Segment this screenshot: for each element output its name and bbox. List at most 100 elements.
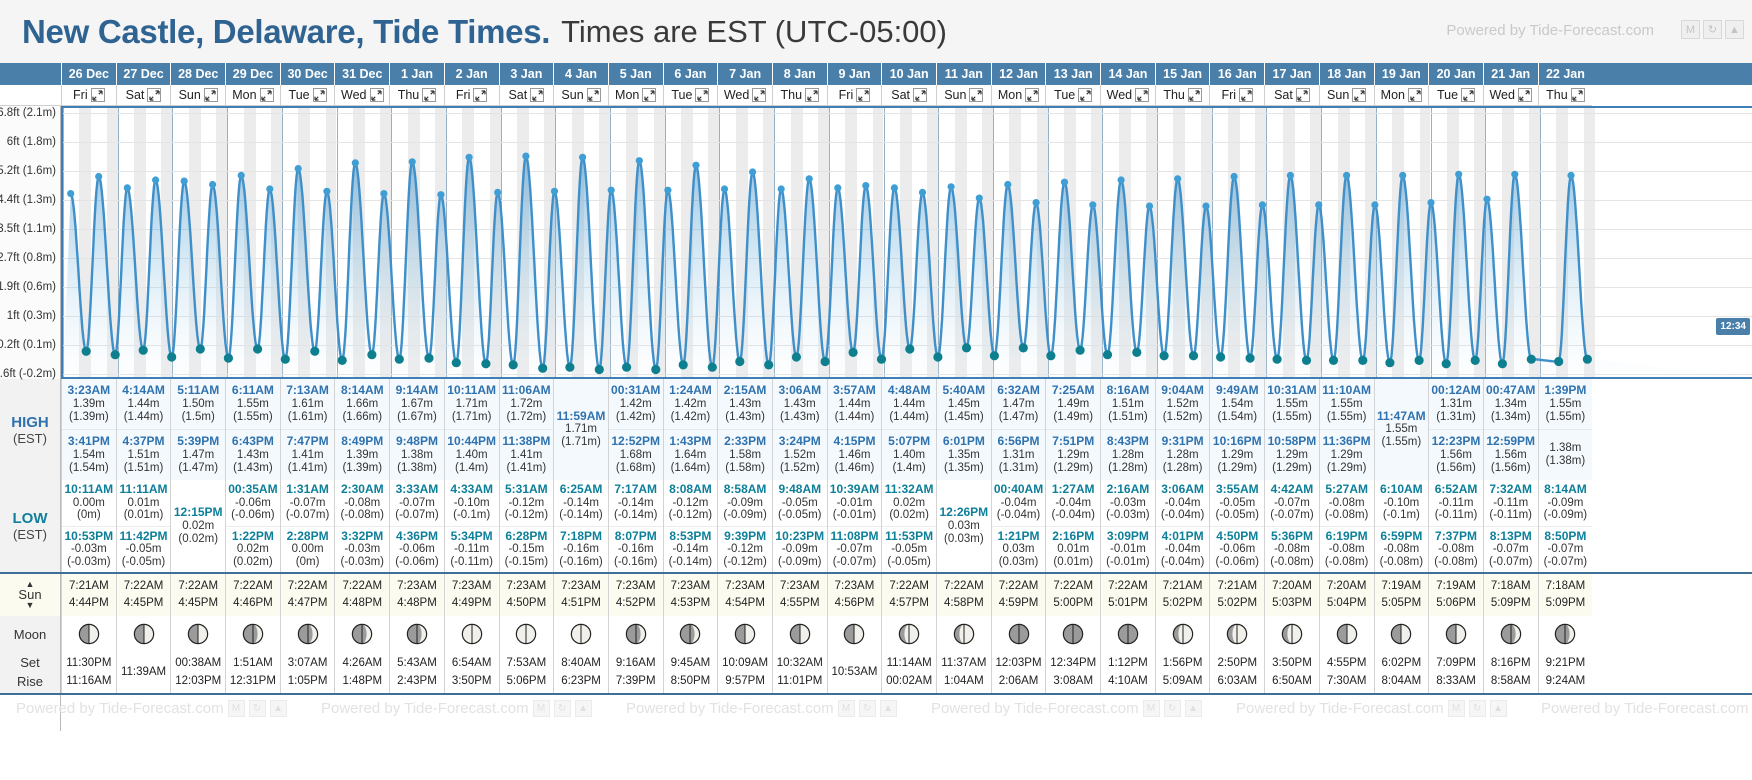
low-tide-cell[interactable]: 5:27AM -0.08m (-0.08m) 6:19PM -0.08m (-0.08m) <box>1318 480 1374 572</box>
high-tide-marker[interactable] <box>1455 170 1463 178</box>
high-tide-marker[interactable] <box>720 185 729 193</box>
weekday-header-cell[interactable]: Mon <box>607 85 663 106</box>
high-tide-marker[interactable] <box>95 172 103 181</box>
low-tide-marker[interactable] <box>138 345 148 355</box>
high-tide-cell[interactable]: 7:25AM 1.49m (1.49m) 7:51PM 1.29m (1.29m) <box>1045 379 1101 480</box>
low-tide-marker[interactable] <box>1245 353 1255 363</box>
expand-icon[interactable] <box>695 88 710 102</box>
high-tide-marker[interactable] <box>1286 171 1294 179</box>
low-tide-marker[interactable] <box>1441 359 1451 369</box>
low-tide-cell[interactable]: 11:32AM 0.02m (0.02m) 11:53PM -0.05m (-0.05m) <box>881 480 936 572</box>
low-tide-marker[interactable] <box>707 362 717 372</box>
moon-phase-cell[interactable] <box>1045 616 1101 652</box>
low-tide-marker[interactable] <box>876 354 887 364</box>
high-tide-marker[interactable] <box>67 190 75 198</box>
share-icon[interactable]: ▲ <box>1725 20 1744 39</box>
high-tide-cell[interactable]: 7:13AM 1.61m (1.61m) 7:47PM 1.41m (1.41m) <box>279 379 335 480</box>
high-tide-marker[interactable] <box>1258 201 1266 209</box>
expand-icon[interactable] <box>422 88 437 102</box>
high-tide-marker[interactable] <box>294 165 302 173</box>
moon-phase-cell[interactable] <box>1373 616 1429 652</box>
weekday-header-cell[interactable]: Tue <box>279 85 335 106</box>
high-tide-marker[interactable] <box>494 188 502 196</box>
date-header-cell[interactable]: 8 Jan <box>771 63 827 85</box>
weekday-header-cell[interactable]: Sun <box>170 85 226 106</box>
date-header-cell[interactable]: 31 Dec <box>334 63 389 85</box>
low-tide-marker[interactable] <box>1582 354 1592 364</box>
low-tide-marker[interactable] <box>195 344 205 354</box>
weekday-header-cell[interactable]: Thu <box>771 85 827 106</box>
moon-phase-cell[interactable] <box>389 616 444 652</box>
high-tide-marker[interactable] <box>749 168 757 176</box>
low-tide-cell[interactable]: 8:58AM -0.09m (-0.09m) 9:39PM -0.12m (-0.12m) <box>717 480 772 572</box>
date-header-cell[interactable]: 13 Jan <box>1045 63 1100 85</box>
high-tide-cell[interactable]: 6:32AM 1.47m (1.47m) 6:56PM 1.31m (1.31m) <box>990 379 1046 480</box>
high-tide-marker[interactable] <box>1202 202 1210 210</box>
low-tide-marker[interactable] <box>223 353 233 363</box>
expand-icon[interactable] <box>1295 88 1310 102</box>
moon-phase-cell[interactable] <box>279 616 335 652</box>
high-tide-marker[interactable] <box>1483 195 1491 203</box>
low-tide-cell[interactable]: 4:33AM -0.10m (-0.1m) 5:34PM -0.11m (-0.11m) <box>443 480 499 572</box>
low-tide-marker[interactable] <box>1328 355 1339 365</box>
low-tide-marker[interactable] <box>989 351 1000 361</box>
expand-icon[interactable] <box>1352 88 1367 102</box>
low-tide-marker[interactable] <box>310 346 320 356</box>
low-tide-marker[interactable] <box>337 355 347 365</box>
moon-phase-cell[interactable] <box>225 616 280 652</box>
moon-phase-cell[interactable] <box>771 616 827 652</box>
low-tide-cell[interactable]: 4:42AM -0.07m (-0.07m) 5:36PM -0.08m (-0.08m) <box>1264 480 1319 572</box>
weekday-header-cell[interactable]: Tue <box>1428 85 1483 106</box>
low-tide-marker[interactable] <box>1497 359 1507 369</box>
low-tide-marker[interactable] <box>764 360 774 370</box>
high-tide-marker[interactable] <box>664 186 672 194</box>
low-tide-marker[interactable] <box>905 344 915 354</box>
high-tide-marker[interactable] <box>947 183 955 191</box>
low-tide-marker[interactable] <box>622 362 632 372</box>
high-tide-cell[interactable]: 5:40AM 1.45m (1.45m) 6:01PM 1.35m (1.35m) <box>936 379 991 480</box>
high-tide-marker[interactable] <box>1511 170 1519 178</box>
weekday-header-cell[interactable]: Sun <box>553 85 608 106</box>
low-tide-cell[interactable]: 3:06AM -0.04m (-0.04m) 4:01PM -0.04m (-0.04m) <box>1154 480 1210 572</box>
moon-phase-cell[interactable] <box>170 616 226 652</box>
high-tide-cell[interactable]: 11:59AM 1.71m (1.71m) <box>553 379 608 480</box>
date-header-cell[interactable]: 16 Jan <box>1209 63 1264 85</box>
low-tide-marker[interactable] <box>1301 355 1312 365</box>
high-tide-cell[interactable]: 5:11AM 1.50m (1.5m) 5:39PM 1.47m (1.47m) <box>170 379 226 480</box>
high-tide-cell[interactable]: 11:10AM 1.55m (1.55m) 11:36PM 1.29m (1.29m) <box>1318 379 1374 480</box>
moon-phase-cell[interactable] <box>1154 616 1210 652</box>
high-tide-marker[interactable] <box>1427 199 1435 207</box>
low-tide-marker[interactable] <box>1216 352 1226 362</box>
expand-icon[interactable] <box>1461 88 1476 102</box>
date-header-cell[interactable]: 19 Jan <box>1373 63 1429 85</box>
high-tide-marker[interactable] <box>1117 176 1125 184</box>
high-tide-marker[interactable] <box>862 182 870 190</box>
expand-icon[interactable] <box>913 88 928 102</box>
low-tide-marker[interactable] <box>1188 351 1199 361</box>
expand-icon[interactable] <box>90 88 105 102</box>
low-tide-cell[interactable]: 7:32AM -0.11m (-0.11m) 8:13PM -0.07m (-0.07m) <box>1482 480 1538 572</box>
low-tide-marker[interactable] <box>1554 356 1564 367</box>
expand-icon[interactable] <box>259 88 274 102</box>
high-tide-marker[interactable] <box>550 187 559 195</box>
low-tide-marker[interactable] <box>848 347 858 357</box>
low-tide-cell[interactable]: 00:40AM -0.04m (-0.04m) 1:21PM 0.03m (0.03m) <box>990 480 1046 572</box>
high-tide-cell[interactable]: 10:11AM 1.71m (1.71m) 10:44PM 1.40m (1.4m) <box>443 379 499 480</box>
high-tide-marker[interactable] <box>522 152 530 160</box>
high-tide-cell[interactable]: 3:06AM 1.43m (1.43m) 3:24PM 1.52m (1.52m) <box>771 379 827 480</box>
low-tide-cell[interactable]: 2:16AM -0.03m (-0.03m) 3:09PM -0.01m (-0.01m) <box>1100 480 1155 572</box>
high-tide-cell[interactable]: 11:47AM 1.55m (1.55m) <box>1373 379 1429 480</box>
date-header-cell[interactable]: 22 Jan <box>1537 63 1593 85</box>
weekday-header-cell[interactable]: Fri <box>1209 85 1265 106</box>
low-tide-marker[interactable] <box>253 344 263 354</box>
moon-phase-cell[interactable] <box>881 616 936 652</box>
low-tide-marker[interactable] <box>1385 358 1395 368</box>
high-tide-marker[interactable] <box>777 185 785 193</box>
date-header-cell[interactable]: 10 Jan <box>881 63 936 85</box>
high-tide-marker[interactable] <box>975 194 983 202</box>
high-tide-marker[interactable] <box>1145 202 1154 210</box>
moon-phase-cell[interactable] <box>607 616 663 652</box>
low-tide-cell[interactable]: 12:26PM 0.03m (0.03m) <box>936 480 991 572</box>
high-tide-marker[interactable] <box>1032 199 1040 207</box>
date-header-cell[interactable]: 29 Dec <box>225 63 280 85</box>
